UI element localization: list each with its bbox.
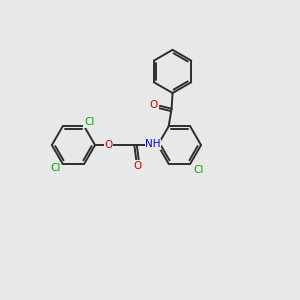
Text: O: O (150, 100, 158, 110)
Text: NH: NH (145, 139, 161, 149)
Text: Cl: Cl (84, 118, 94, 128)
Text: O: O (133, 161, 141, 171)
Text: O: O (105, 140, 113, 150)
Text: Cl: Cl (51, 163, 61, 173)
Text: Cl: Cl (193, 165, 203, 175)
